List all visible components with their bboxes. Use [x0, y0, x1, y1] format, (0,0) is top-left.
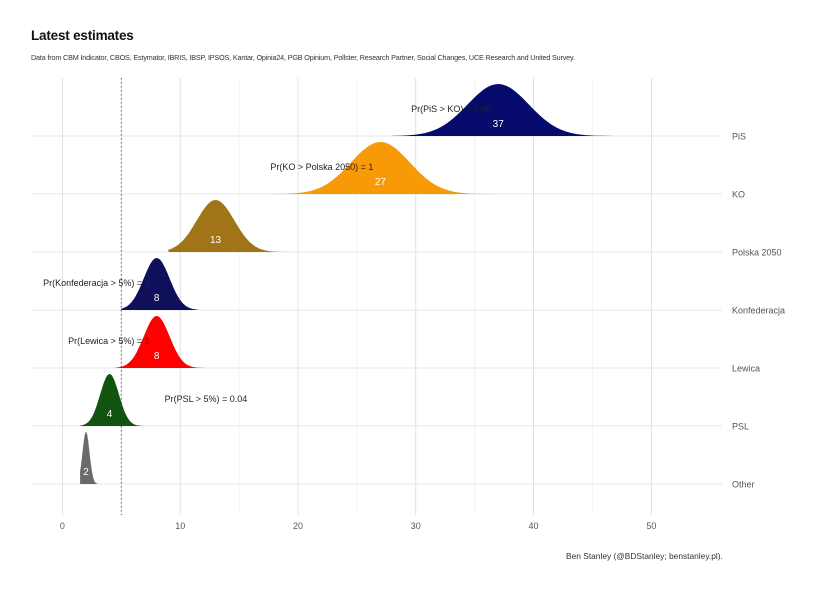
x-tick-label: 0	[60, 521, 65, 531]
x-tick-label: 30	[411, 521, 421, 531]
party-label: Other	[732, 480, 755, 490]
density-ridges	[80, 84, 652, 484]
density-ridge	[262, 142, 522, 194]
estimate-label: 4	[107, 409, 113, 420]
x-tick-label: 40	[529, 521, 539, 531]
x-tick-label: 10	[175, 521, 185, 531]
estimate-label: 13	[210, 235, 222, 246]
estimate-label: 37	[493, 119, 505, 130]
party-label: Konfederacja	[732, 306, 785, 316]
probability-annotation: Pr(KO > Polska 2050) = 1	[270, 162, 373, 172]
x-tick-label: 20	[293, 521, 303, 531]
party-label: PiS	[732, 132, 746, 142]
x-tick-label: 50	[646, 521, 656, 531]
density-ridge	[121, 258, 198, 310]
density-ridge	[80, 432, 98, 484]
estimate-label: 8	[154, 351, 160, 362]
credit-caption: Ben Stanley (@BDStanley; benstanley.pl).	[566, 551, 723, 561]
chart-labels: PiS KO Polska 2050 Konfederacja Lewica PSL Oth…	[43, 104, 785, 531]
party-label: PSL	[732, 422, 749, 432]
estimate-label: 8	[154, 293, 160, 304]
probability-annotation: Pr(Lewica > 5%) = 1	[68, 336, 150, 346]
density-ridge	[168, 200, 287, 252]
party-label: KO	[732, 190, 745, 200]
party-label: Lewica	[732, 364, 760, 374]
probability-annotation: Pr(PSL > 5%) = 0.04	[165, 394, 248, 404]
density-ridge	[80, 374, 145, 426]
chart-subtitle: Data from CBM Indicator, CBOS, Estymator…	[31, 53, 575, 62]
party-label: Polska 2050	[732, 248, 782, 258]
probability-annotation: Pr(Konfederacja > 5%) = 1	[43, 278, 150, 288]
density-ridge	[392, 84, 652, 136]
estimate-label: 27	[375, 177, 387, 188]
probability-annotation: Pr(PiS > KO) = 0.96	[411, 104, 491, 114]
density-ridge	[115, 316, 204, 368]
estimate-label: 2	[83, 467, 89, 478]
chart-title: Latest estimates	[31, 28, 134, 43]
